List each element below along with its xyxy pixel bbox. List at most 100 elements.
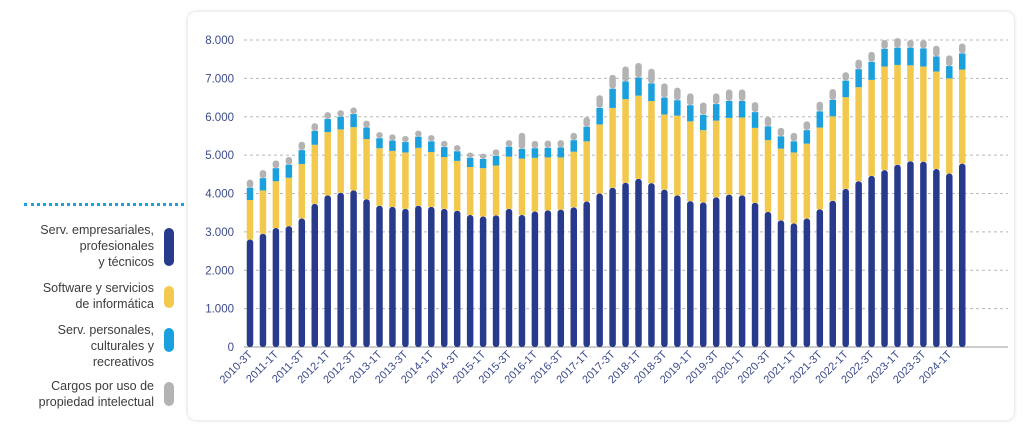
bar-segment [350, 127, 357, 191]
bar-segment [881, 48, 888, 67]
bar-segment [712, 197, 720, 347]
bar-segment [583, 117, 590, 127]
bar-segment [725, 89, 733, 102]
bar-segment [635, 178, 642, 347]
bar-segment [583, 201, 590, 347]
bar-segment [583, 126, 590, 142]
bar-segment [596, 95, 603, 108]
bar-segment [946, 173, 953, 347]
bar-segment [933, 45, 940, 57]
bar-segment [466, 152, 474, 158]
bar-segment [803, 143, 811, 219]
bar-segment [531, 140, 539, 149]
bar-segment [298, 163, 306, 219]
bar-segment [337, 110, 344, 117]
bar-segment [959, 69, 966, 164]
bar-segment [402, 135, 409, 143]
bar-segment [376, 138, 383, 149]
bar-segment [505, 146, 513, 157]
bar-segment [946, 55, 953, 67]
bar-segment [479, 168, 487, 217]
bar-segment [751, 112, 759, 128]
bar-segment [557, 157, 565, 210]
bar-segment [428, 135, 435, 142]
bar-segment [959, 43, 966, 54]
bar-segment [311, 130, 318, 145]
bar-segment [894, 164, 901, 347]
bar-segment [674, 100, 681, 116]
bar-segment [311, 203, 318, 347]
bar-segment [751, 102, 759, 113]
bar-segment [570, 132, 577, 141]
bar-segment [622, 66, 629, 82]
bar-segment [428, 152, 435, 207]
bar-segment [803, 130, 811, 144]
bar-segment [648, 183, 655, 347]
bar-segment [272, 168, 280, 182]
bar-segment [687, 93, 694, 106]
bar-segment [389, 140, 396, 151]
bar-segment [479, 158, 487, 169]
bar-segment [725, 194, 733, 347]
bar-segment [777, 148, 785, 221]
legend-swatch [164, 228, 174, 266]
bar-segment [790, 132, 798, 142]
bar-segment [402, 152, 409, 209]
bar-segment [790, 223, 798, 347]
bar-segment [570, 207, 577, 347]
bar-segment [674, 87, 681, 101]
y-tick-label: 6.000 [205, 112, 234, 124]
bar-segment [842, 188, 849, 347]
bar-segment [544, 140, 552, 148]
bar-segment [712, 120, 720, 198]
bar-segment [402, 208, 409, 347]
bar-segment [764, 211, 772, 347]
bar-segment [441, 208, 448, 347]
bar-segment [622, 182, 629, 347]
bar-segment [311, 123, 318, 131]
bar-segment [907, 40, 914, 48]
legend-item-propiedad-intelectual: Cargos por uso de propiedad intelectual [0, 378, 184, 410]
bar-segment [842, 72, 849, 81]
bar-segment [557, 209, 565, 347]
bar-segment [700, 130, 707, 203]
bar-segment [933, 71, 940, 169]
bar-segment [829, 200, 836, 347]
bar-segment [337, 192, 344, 347]
legend-label: Serv. personales, culturales y recreativ… [57, 323, 154, 369]
bar-segment [855, 181, 862, 347]
bar-segment [479, 153, 487, 159]
bar-segment [946, 66, 953, 79]
bar-segment [428, 141, 435, 153]
bar-segment [246, 179, 254, 188]
y-tick-label: 4.000 [205, 189, 234, 201]
bar-segment [855, 87, 862, 182]
bar-segment [466, 167, 474, 215]
bar-segment [712, 93, 720, 105]
bar-segment [868, 61, 875, 80]
bar-segment [518, 158, 526, 215]
bar-segment [441, 147, 448, 158]
bar-segment [816, 127, 824, 210]
bar-segment [596, 193, 603, 347]
bar-segment [868, 51, 875, 62]
bar-segment [376, 148, 383, 206]
bar-segment [415, 205, 422, 347]
legend: Serv. empresariales, profesionales y téc… [0, 0, 190, 432]
bar-segment [816, 111, 824, 128]
bar-segment [622, 81, 629, 100]
bar-segment [583, 141, 590, 202]
bar-segment [518, 132, 526, 149]
legend-item-software: Software y servicios de informática [0, 280, 184, 312]
bar-segment [259, 233, 267, 347]
bar-segment [518, 148, 526, 159]
bar-segment [596, 107, 603, 125]
bar-segment [389, 150, 396, 207]
bar-segment [298, 141, 306, 151]
legend-swatch [164, 328, 174, 352]
bar-segment [324, 195, 331, 347]
bar-segment [881, 40, 888, 49]
legend-label: Software y servicios de informática [42, 281, 154, 311]
legend-item-serv-personales: Serv. personales, culturales y recreativ… [0, 322, 184, 370]
y-tick-label: 1.000 [205, 304, 234, 316]
